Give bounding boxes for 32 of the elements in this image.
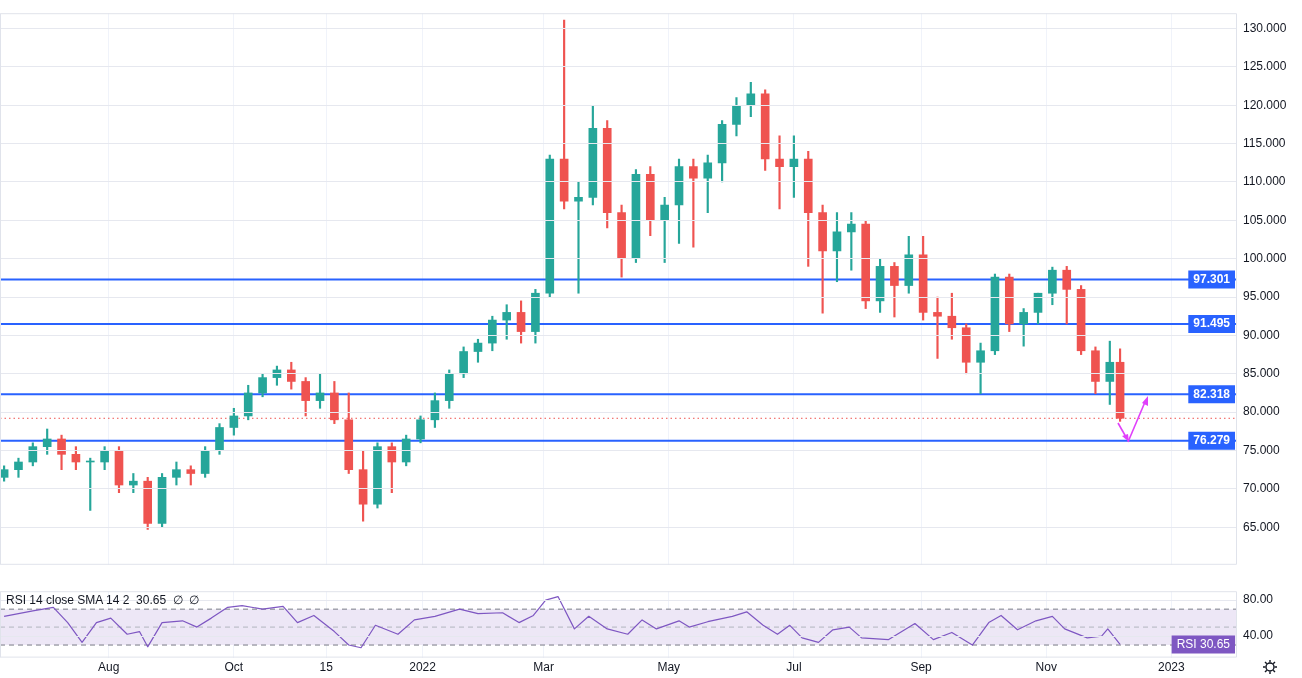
x-tick-label: Jul xyxy=(786,660,802,675)
y-tick-label: 120.000 xyxy=(1243,97,1287,112)
y-tick-label: 80.00 xyxy=(1243,592,1274,607)
ref-line-label: 97.301 xyxy=(1193,271,1231,286)
chart-title: RSI 14 close SMA 14 2 30.65 ∅ ∅ xyxy=(6,592,200,607)
x-tick-label: Sep xyxy=(910,660,933,675)
y-tick-label: 110.000 xyxy=(1243,174,1286,189)
ref-line-label: 91.495 xyxy=(1193,316,1231,331)
y-tick-label: 40.00 xyxy=(1243,628,1274,643)
x-tick-label: Aug xyxy=(98,660,120,675)
y-tick-label: 75.000 xyxy=(1243,442,1281,457)
x-tick-label: Nov xyxy=(1035,660,1057,675)
annotation: RSI 30.65 xyxy=(1176,636,1231,651)
x-tick-label: 2022 xyxy=(409,660,437,675)
x-tick-label: Oct xyxy=(224,660,244,675)
y-tick-label: 105.000 xyxy=(1243,212,1287,227)
ref-line-label: 76.279 xyxy=(1193,432,1231,447)
ref-line-label: 82.318 xyxy=(1193,386,1231,401)
x-tick-label: 15 xyxy=(319,660,334,675)
x-tick-label: Mar xyxy=(533,660,554,675)
y-tick-label: 95.000 xyxy=(1243,289,1281,304)
y-tick-label: 125.000 xyxy=(1243,59,1287,74)
y-tick-label: 115.000 xyxy=(1243,135,1286,150)
x-tick-label: May xyxy=(657,660,681,675)
y-tick-label: 80.000 xyxy=(1243,404,1281,419)
y-tick-label: 65.000 xyxy=(1243,519,1281,534)
y-tick-label: 100.000 xyxy=(1243,251,1287,266)
y-tick-label: 90.000 xyxy=(1243,327,1281,342)
y-tick-label: 130.000 xyxy=(1243,20,1287,35)
y-tick-label: 70.000 xyxy=(1243,481,1281,496)
x-tick-label: 2023 xyxy=(1158,660,1186,675)
y-tick-label: 85.000 xyxy=(1243,366,1281,381)
